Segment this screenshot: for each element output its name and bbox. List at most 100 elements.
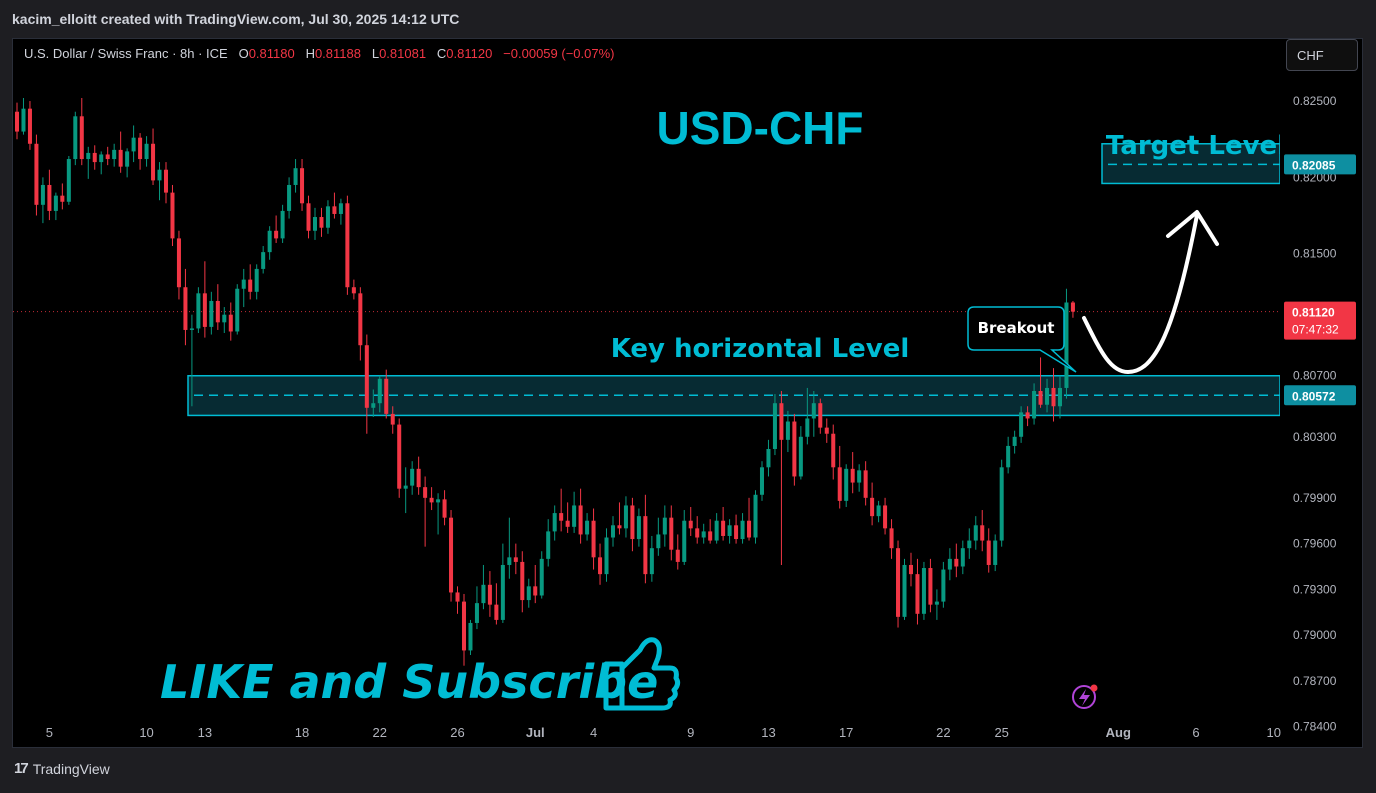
candle [436, 493, 441, 535]
plot-area: USD-CHF Key horizontal Level Target Level B… [13, 97, 1286, 711]
candle [241, 268, 246, 308]
candle [371, 389, 376, 417]
x-tick-label: 5 [46, 725, 53, 740]
candle-body [306, 203, 311, 231]
candle-body [682, 520, 687, 562]
target-level-caption: Target Level [1106, 131, 1286, 161]
candle-body [734, 525, 739, 540]
candle [196, 287, 201, 334]
candle [34, 134, 39, 216]
candle-body [196, 293, 201, 329]
candle-body [941, 569, 946, 602]
candle-body [60, 195, 65, 202]
candle [449, 510, 454, 602]
currency-button[interactable]: CHF [1286, 39, 1358, 71]
lightning-icon [1072, 684, 1098, 709]
candle-body [656, 534, 661, 549]
candle-body [189, 328, 194, 330]
candle-body [831, 433, 836, 468]
candle [442, 490, 447, 526]
x-tick-label: 6 [1192, 725, 1199, 740]
x-tick-label: 10 [139, 725, 153, 740]
candle [721, 506, 726, 541]
candle-body [889, 528, 894, 549]
last-price-badge: 0.81120 07:47:32 [1284, 301, 1356, 340]
candle [377, 375, 382, 413]
candle-body [1038, 391, 1043, 405]
candle [1032, 383, 1037, 425]
candle [883, 497, 888, 535]
y-tick-label: 0.79300 [1293, 582, 1337, 596]
thumbs-up-hand [620, 637, 681, 711]
candle-body [248, 279, 253, 292]
candle-body [222, 314, 227, 323]
candle-body [533, 586, 538, 596]
candle-body [1032, 391, 1037, 419]
candle-body [559, 513, 564, 521]
y-tick-label: 0.81500 [1293, 247, 1337, 261]
candle [727, 519, 732, 544]
candle [280, 204, 285, 243]
candle [1019, 406, 1024, 443]
candle-body [740, 520, 745, 540]
candle-body [695, 528, 700, 538]
key-level-price-badge: 0.80572 [1284, 385, 1356, 406]
footer-brand[interactable]: 17 TradingView [14, 760, 110, 777]
candle [798, 426, 803, 480]
candle-body [144, 143, 149, 160]
candle-body [1025, 412, 1030, 419]
candle [332, 192, 337, 219]
y-tick-label: 0.78700 [1293, 674, 1337, 688]
candle-body [73, 116, 78, 160]
candle [591, 508, 596, 570]
candle-body [351, 287, 356, 294]
y-tick-label: 0.80300 [1293, 430, 1337, 444]
breakout-label: Breakout [978, 319, 1055, 337]
candle [708, 519, 713, 544]
candle-body [934, 601, 939, 605]
candle-body [921, 568, 926, 614]
candle [623, 496, 628, 538]
x-tick-label: Aug [1106, 725, 1131, 740]
y-tick-label: 0.82500 [1293, 94, 1337, 108]
candle [384, 369, 389, 419]
candle-body [416, 468, 421, 488]
candle [610, 516, 615, 547]
candle [552, 505, 557, 541]
lightning-ring [1072, 685, 1096, 709]
candle [66, 155, 71, 205]
candle-body [390, 413, 395, 425]
candle-body [850, 468, 855, 483]
candle [967, 528, 972, 559]
candle-body [461, 601, 467, 651]
candle-body [598, 557, 603, 575]
x-tick-label: 22 [373, 725, 387, 740]
candle [941, 561, 946, 608]
candle-body [759, 467, 764, 495]
candle [105, 146, 110, 166]
candle-body [610, 525, 615, 538]
candle [151, 128, 156, 185]
candle [520, 551, 525, 613]
candle-body [1064, 302, 1069, 388]
candle-body [449, 517, 454, 593]
candle [870, 482, 875, 526]
candle [27, 101, 32, 150]
candle [474, 586, 479, 630]
candle [526, 578, 531, 608]
target-level-zone [1101, 143, 1280, 185]
candle [358, 287, 363, 361]
candle-body [1045, 387, 1050, 405]
x-tick-label: 17 [839, 725, 853, 740]
candle [202, 261, 207, 338]
candle [857, 464, 862, 492]
candle [921, 561, 926, 620]
candle [617, 502, 622, 535]
low-value: 0.81081 [379, 46, 427, 61]
candle [902, 558, 907, 620]
candle [131, 125, 136, 163]
candle-body [675, 549, 680, 562]
footer-brand-text: TradingView [32, 760, 110, 777]
candle-body [364, 345, 369, 408]
